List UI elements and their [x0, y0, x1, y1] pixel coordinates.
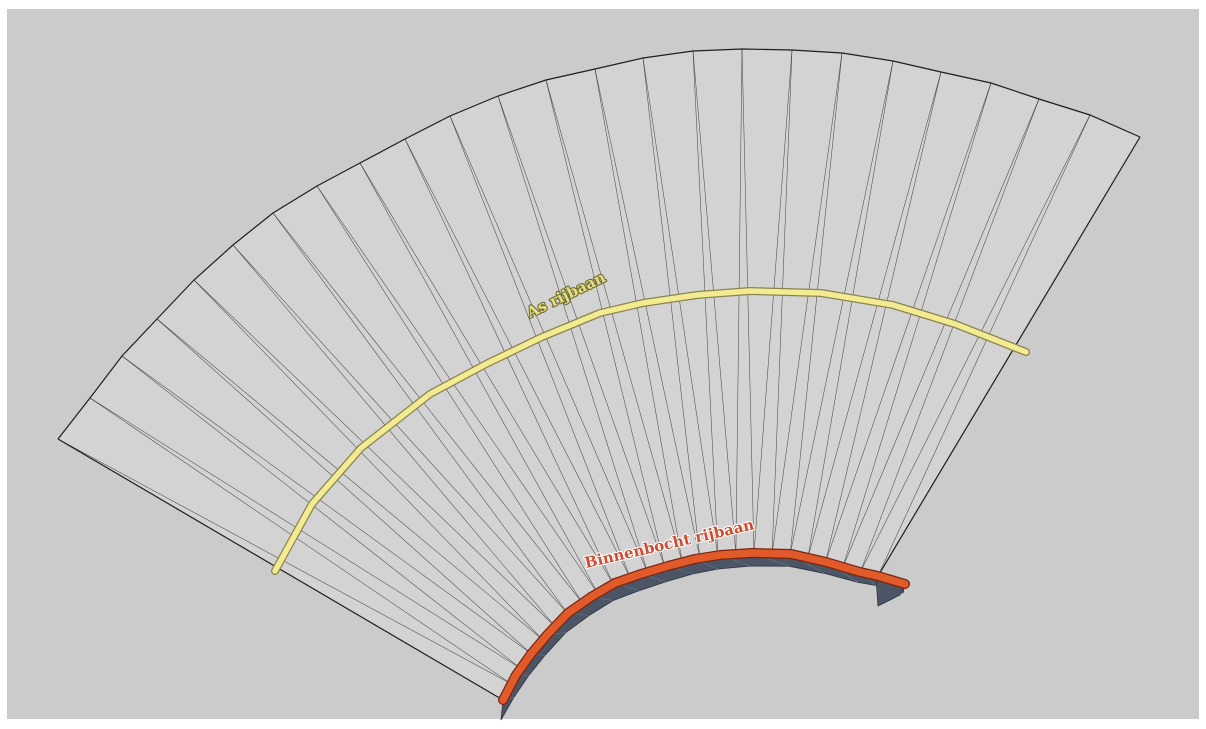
radial-edge [735, 48, 743, 555]
diagonal-edge [272, 212, 583, 604]
road-surface[interactable] [58, 49, 1140, 700]
diagonal-edge [89, 397, 521, 669]
radial-edge [860, 114, 1091, 573]
radial-edge [449, 115, 631, 578]
radial-edge [359, 162, 598, 594]
radial-edge [121, 355, 521, 669]
diagonal-edge [771, 49, 793, 554]
road-outline [57, 48, 1141, 701]
diagonal-edge [449, 115, 648, 573]
diagonal-edge [193, 279, 556, 627]
diagonal-edge [359, 162, 614, 585]
diagonal-edge [789, 52, 843, 555]
diagonal-edge [497, 95, 666, 568]
radial-edge [404, 138, 614, 585]
radial-edge [232, 244, 556, 627]
radial-edge [545, 79, 666, 568]
diagonal-edge [545, 79, 683, 563]
centerline-fill [272, 288, 1029, 574]
diagonal-edge [232, 244, 568, 614]
radial-edge [692, 50, 719, 556]
radial-edge [642, 57, 701, 559]
inner-curve-polyline[interactable] [498, 548, 910, 705]
inner-curve-fill [499, 549, 909, 704]
radial-edge [825, 82, 992, 562]
diagonal-edge [642, 57, 719, 556]
radial-edge [156, 318, 532, 654]
diagonal-edge [741, 48, 755, 554]
diagonal-edge [692, 50, 737, 555]
radial-edge [753, 49, 793, 554]
diagonal-edge [594, 68, 701, 559]
start-edge [57, 438, 504, 701]
radial-edge [497, 95, 648, 573]
diagonal-edge [825, 71, 942, 562]
diagonal-edge [316, 185, 598, 594]
radial-edge [272, 212, 568, 614]
end-edge [877, 136, 1141, 577]
diagonal-edge [860, 98, 1040, 573]
radial-edge [89, 397, 512, 685]
radial-edge [771, 52, 843, 554]
radial-edge [594, 68, 683, 563]
radial-edge [807, 71, 942, 558]
diagonal-edge [807, 60, 894, 558]
diagonal-edge [121, 355, 532, 654]
diagonal-edge [404, 138, 631, 578]
radial-edge [316, 185, 583, 604]
radial-edge [842, 98, 1040, 568]
road-surface-face [58, 49, 1140, 700]
centerline-polyline[interactable] [271, 287, 1030, 575]
radial-edge [789, 60, 894, 555]
radial-edge [193, 279, 544, 641]
diagonal-edge [156, 318, 544, 641]
diagonal-edge [877, 114, 1091, 577]
outer-edge [57, 48, 1141, 440]
diagonal-edge [842, 82, 992, 568]
